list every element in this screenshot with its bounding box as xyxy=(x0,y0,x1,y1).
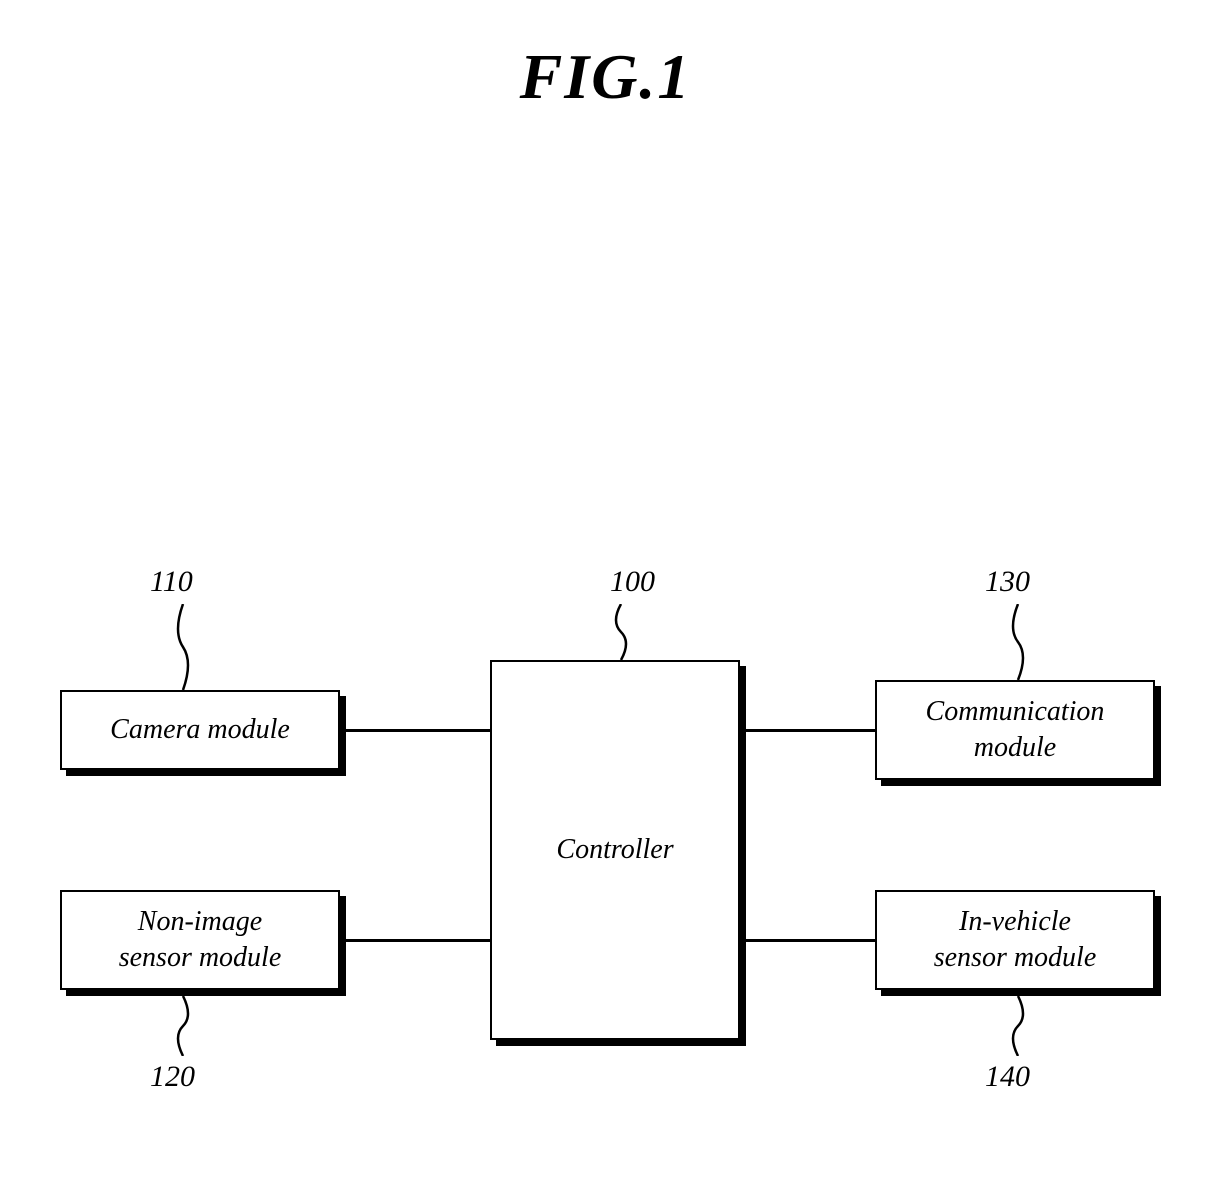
camera-ref: 110 xyxy=(150,565,193,599)
invehicle-box: In-vehicle sensor module xyxy=(875,890,1155,990)
connector-nonimage-controller xyxy=(340,939,490,942)
controller-lead xyxy=(606,604,636,660)
controller-box: Controller xyxy=(490,660,740,1040)
nonimage-box: Non-image sensor module xyxy=(60,890,340,990)
invehicle-lead xyxy=(1003,996,1033,1056)
controller-ref: 100 xyxy=(610,565,655,599)
camera-lead xyxy=(168,604,198,690)
comm-label: Communication module xyxy=(926,694,1105,767)
camera-label: Camera module xyxy=(110,712,290,748)
nonimage-label: Non-image sensor module xyxy=(119,904,282,977)
invehicle-label: In-vehicle sensor module xyxy=(934,904,1097,977)
comm-lead xyxy=(1003,604,1033,680)
figure-title: FIG.1 xyxy=(520,40,692,114)
camera-box: Camera module xyxy=(60,690,340,770)
connector-controller-invehicle xyxy=(740,939,875,942)
connector-camera-controller xyxy=(340,729,490,732)
comm-box: Communication module xyxy=(875,680,1155,780)
nonimage-lead xyxy=(168,996,198,1056)
nonimage-ref: 120 xyxy=(150,1060,195,1094)
block-diagram: Controller 100 Camera module 110 Non-ima… xyxy=(50,560,1160,1080)
invehicle-ref: 140 xyxy=(985,1060,1030,1094)
comm-ref: 130 xyxy=(985,565,1030,599)
connector-controller-comm xyxy=(740,729,875,732)
controller-label: Controller xyxy=(556,832,673,868)
